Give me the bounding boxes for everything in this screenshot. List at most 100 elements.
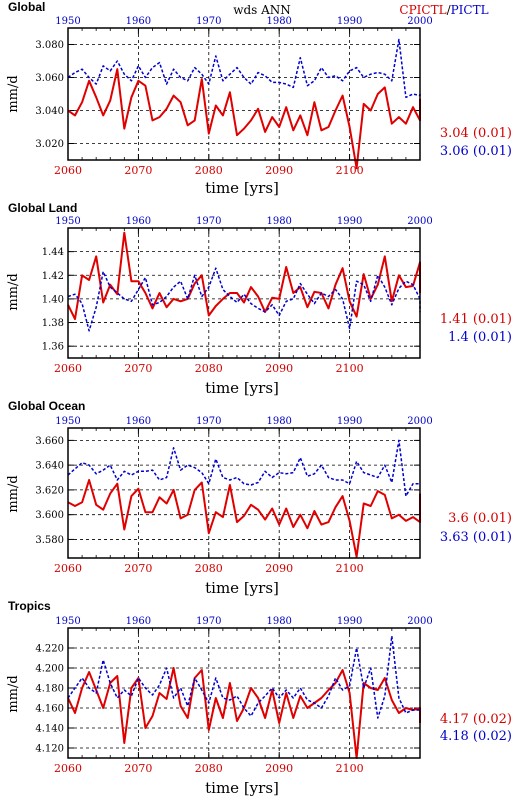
- panel-title: Global Ocean: [8, 399, 85, 413]
- y-tick-label: 3.060: [35, 73, 64, 84]
- plot-frame: [67, 427, 421, 559]
- x-top-tick-label: 1960: [126, 416, 151, 427]
- y-tick-label: 3.580: [35, 535, 64, 546]
- x-top-tick-label: 1990: [337, 16, 362, 27]
- series-line-cpictl: [67, 68, 421, 170]
- panel-global-land: Global Land 1.41 (0.01) 1.4 (0.01) time …: [6, 201, 512, 397]
- grid: [67, 428, 421, 558]
- header-legend-cpictl: CPICTL: [399, 3, 446, 17]
- x-bottom-tick-label: 2080: [195, 562, 223, 575]
- x-bottom-tick-label: 2070: [124, 762, 152, 775]
- x-top-tick-label: 1990: [337, 416, 362, 427]
- plot-frame: [67, 27, 421, 161]
- x-bottom-tick-label: 2090: [265, 762, 293, 775]
- x-top-tick-label: 1970: [196, 16, 221, 27]
- x-bottom-tick-label: 2100: [336, 164, 364, 177]
- x-bottom-tick-label: 2080: [195, 164, 223, 177]
- y-axis-label: mm/d: [6, 75, 21, 112]
- x-bottom-tick-label: 2100: [336, 762, 364, 775]
- plot-frame: [67, 227, 421, 359]
- series-line-pictl: [67, 267, 421, 332]
- stat-pictl: 3.63 (0.01): [440, 530, 512, 545]
- stat-pictl: 4.18 (0.02): [440, 729, 512, 744]
- stat-cpictl: 3.04 (0.01): [440, 126, 512, 141]
- y-tick-label: 4.180: [35, 684, 64, 695]
- x-axis-label: time [yrs]: [205, 179, 279, 197]
- y-tick-label: 3.640: [35, 461, 64, 472]
- x-bottom-tick-label: 2080: [195, 362, 223, 375]
- y-tick-label: 4.160: [35, 704, 64, 715]
- x-top-tick-label: 1980: [266, 216, 291, 227]
- stat-cpictl: 1.41 (0.01): [440, 312, 512, 327]
- x-bottom-tick-label: 2080: [195, 762, 223, 775]
- header-center-text: wds ANN: [233, 3, 291, 17]
- x-top-tick-label: 1990: [337, 216, 362, 227]
- y-tick-label: 3.020: [35, 139, 64, 150]
- panel-title: Global: [8, 0, 45, 14]
- x-bottom-tick-label: 2090: [265, 362, 293, 375]
- figure-header: wds ANN CPICTL/PICTL: [233, 3, 488, 17]
- header-legend: CPICTL/PICTL: [399, 3, 488, 17]
- y-tick-label: 1.38: [42, 318, 64, 329]
- x-top-tick-label: 1970: [196, 416, 221, 427]
- x-bottom-tick-label: 2090: [265, 562, 293, 575]
- x-axis-label: time [yrs]: [205, 779, 279, 797]
- series-line-pictl: [67, 635, 420, 719]
- x-bottom-tick-label: 2100: [336, 362, 364, 375]
- y-tick-label: 4.140: [35, 724, 64, 735]
- y-axis-label: mm/d: [6, 475, 21, 512]
- x-top-tick-label: 1970: [196, 216, 221, 227]
- x-top-tick-label: 1960: [126, 616, 151, 627]
- series-line-cpictl: [67, 231, 421, 320]
- x-top-tick-label: 1960: [126, 16, 151, 27]
- x-bottom-tick-label: 2060: [54, 164, 82, 177]
- x-top-tick-label: 1980: [266, 416, 291, 427]
- y-axis-label: mm/d: [6, 273, 21, 310]
- y-tick-label: 4.220: [35, 644, 64, 655]
- series-line-cpictl: [67, 667, 421, 759]
- y-tick-label: 4.120: [35, 744, 64, 755]
- x-top-tick-label: 1950: [55, 416, 80, 427]
- x-bottom-tick-label: 2100: [336, 562, 364, 575]
- panel-global-ocean: Global Ocean 3.6 (0.01) 3.63 (0.01) time…: [6, 399, 512, 597]
- header-legend-sep: /: [447, 3, 452, 17]
- y-tick-label: 1.42: [42, 271, 64, 282]
- x-axis-label: time [yrs]: [205, 579, 279, 597]
- y-tick-label: 4.200: [35, 664, 64, 675]
- x-top-tick-label: 1960: [126, 216, 151, 227]
- y-tick-label: 3.040: [35, 106, 64, 117]
- y-tick-label: 1.40: [42, 294, 64, 305]
- x-bottom-tick-label: 2060: [54, 562, 82, 575]
- y-tick-label: 3.080: [35, 40, 64, 51]
- x-top-tick-label: 1980: [266, 616, 291, 627]
- stat-cpictl: 3.6 (0.01): [448, 511, 512, 526]
- x-bottom-tick-label: 2060: [54, 762, 82, 775]
- panel-title: Global Land: [8, 201, 77, 215]
- x-bottom-tick-label: 2070: [124, 562, 152, 575]
- y-tick-label: 3.620: [35, 485, 64, 496]
- x-top-tick-label: 1950: [55, 616, 80, 627]
- x-axis-label: time [yrs]: [205, 379, 279, 397]
- stat-pictl: 1.4 (0.01): [448, 330, 512, 345]
- series-line-pictl: [67, 38, 421, 99]
- x-top-tick-label: 2000: [407, 216, 432, 227]
- x-bottom-tick-label: 2060: [54, 362, 82, 375]
- x-top-tick-label: 1980: [266, 16, 291, 27]
- series-line-pictl: [67, 439, 420, 497]
- x-bottom-tick-label: 2090: [265, 164, 293, 177]
- y-tick-label: 1.44: [42, 247, 64, 258]
- series-line-cpictl: [67, 479, 421, 558]
- y-axis-label: mm/d: [6, 675, 21, 712]
- x-top-tick-label: 1950: [55, 216, 80, 227]
- header-legend-pictl: PICTL: [451, 3, 489, 17]
- panel-global: Global 3.04 (0.01) 3.06 (0.01) time [yrs…: [6, 0, 512, 197]
- panel-title: Tropics: [8, 599, 51, 613]
- x-top-tick-label: 1950: [55, 16, 80, 27]
- y-tick-label: 3.600: [35, 510, 64, 521]
- stat-cpictl: 4.17 (0.02): [440, 712, 512, 727]
- x-bottom-tick-label: 2070: [124, 362, 152, 375]
- x-top-tick-label: 2000: [407, 616, 432, 627]
- y-tick-label: 1.36: [42, 342, 64, 353]
- stat-pictl: 3.06 (0.01): [440, 144, 512, 159]
- x-top-tick-label: 2000: [407, 416, 432, 427]
